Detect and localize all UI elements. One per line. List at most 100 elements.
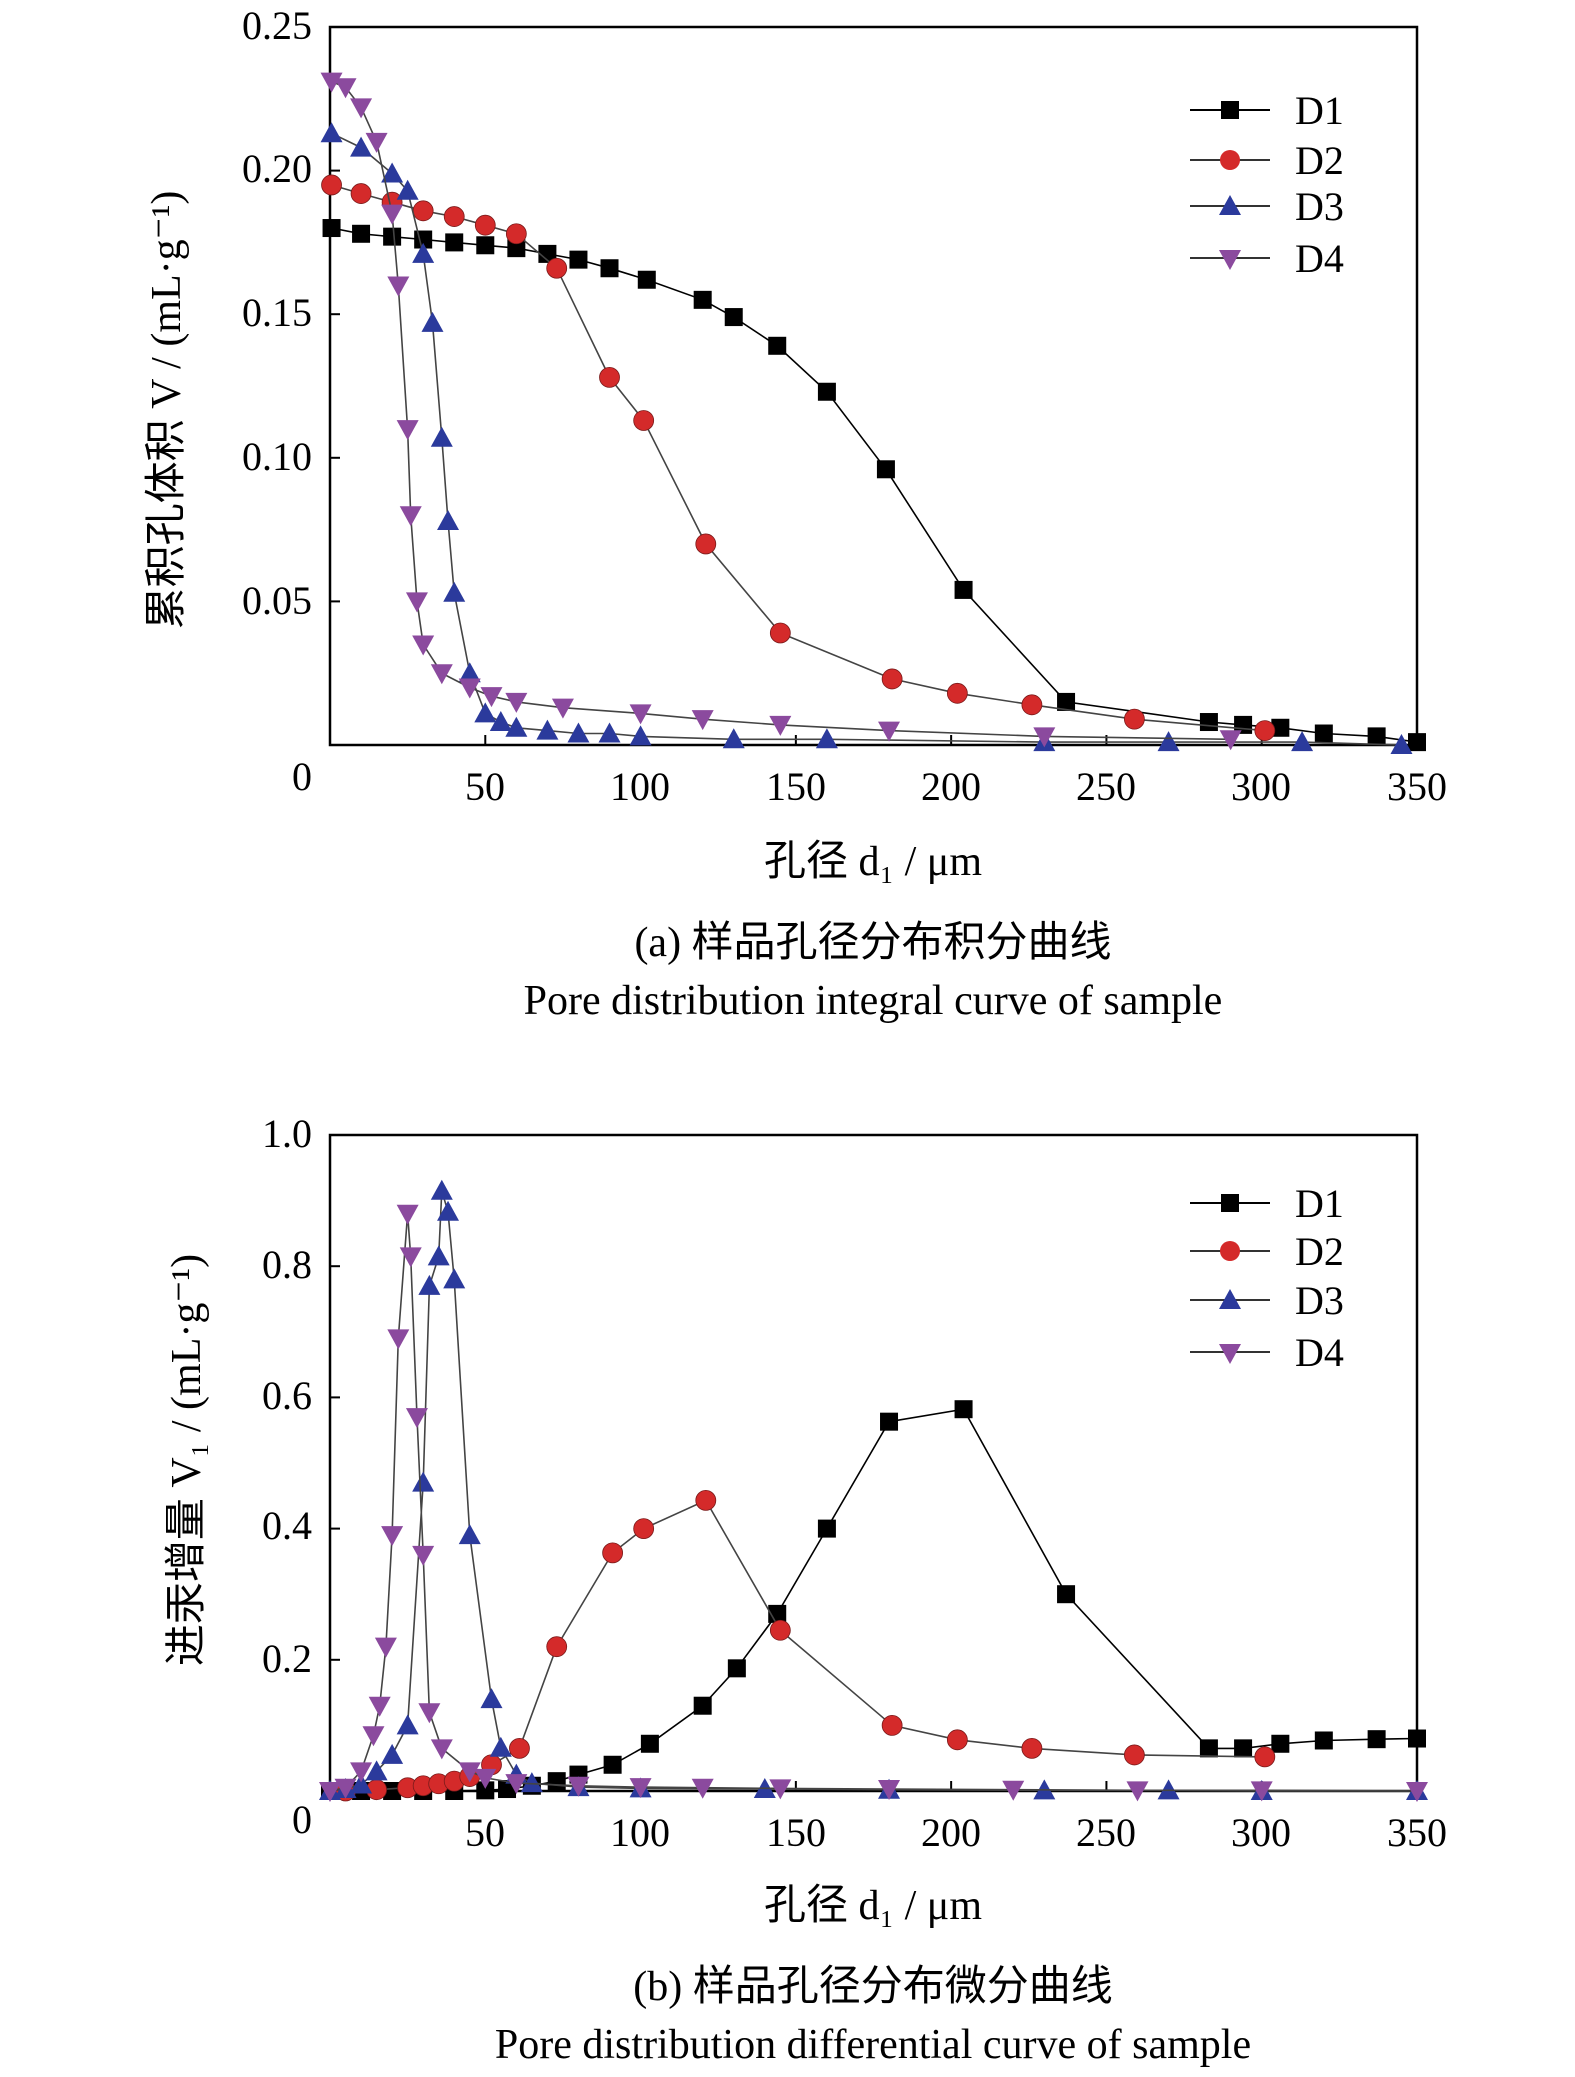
panel-a-y-tick-label: 0.05 (242, 578, 312, 623)
panel-b-point-d3 (480, 1688, 503, 1709)
panel-a-legend: D1 D2 D3 D4 (1190, 88, 1344, 281)
panel-b-point-d1 (1367, 1730, 1386, 1749)
panel-b-point-d4 (368, 1696, 391, 1717)
panel-a-point-d1 (637, 270, 656, 289)
panel-a-point-d4 (769, 715, 792, 736)
panel-b-series-line-d4 (329, 1213, 1418, 1792)
panel-b-point-d4 (1126, 1781, 1149, 1802)
panel-b-point-d4 (1002, 1780, 1025, 1801)
panel-a-point-d3 (629, 725, 652, 746)
panel-a-point-d2 (1021, 694, 1043, 716)
panel-a-point-d1 (600, 259, 619, 278)
panel-b-point-d3 (430, 1179, 453, 1200)
panel-a-caption-en: Pore distribution integral curve of samp… (524, 978, 1223, 1024)
panel-a-point-d3 (443, 581, 466, 602)
panel-b-point-d3 (412, 1471, 435, 1492)
panel-a-x-tick-label: 100 (610, 764, 670, 809)
panel-a-point-d4 (365, 132, 388, 153)
panel-a-chart: 0.05 0.10 0.15 0.20 0.25 0 50 100 150 20… (144, 3, 1447, 1024)
panel-b-point-d1 (817, 1519, 836, 1538)
panel-a-point-d1 (954, 580, 973, 599)
panel-a-point-d4 (878, 721, 901, 742)
panel-b-point-d4 (399, 1247, 422, 1268)
panel-a-point-d2 (1123, 708, 1145, 730)
panel-b-x-tick-label: 300 (1231, 1810, 1291, 1855)
panel-a-x-axis-label: 孔径 d₁ / μm (764, 839, 982, 885)
panel-b-point-d4 (430, 1739, 453, 1760)
panel-a-point-d2 (321, 174, 342, 196)
panel-b-point-d4 (1406, 1782, 1428, 1802)
panel-a-point-d2 (881, 668, 903, 690)
panel-a-y-tick-label: 0.25 (242, 3, 312, 48)
panel-a-y-tick-label: 0.15 (242, 290, 312, 335)
panel-a-point-d1 (724, 308, 743, 327)
panel-a-point-d4 (396, 420, 419, 441)
panel-a-point-d4 (381, 204, 404, 225)
panel-b-zero-label: 0 (292, 1797, 312, 1842)
panel-b-point-d3 (443, 1268, 466, 1289)
panel-b-point-d1 (603, 1755, 622, 1774)
panel-a-point-d3 (505, 716, 528, 737)
panel-a-series-line-d1 (331, 227, 1418, 743)
panel-b-point-d4 (505, 1774, 528, 1795)
panel-a-zero-label: 0 (292, 754, 312, 799)
panel-b-point-d4 (381, 1526, 404, 1547)
panel-a-point-d3 (598, 722, 621, 743)
panel-b-point-d4 (474, 1768, 497, 1789)
panel-a-point-d3 (1291, 731, 1314, 752)
panel-b-point-d4 (334, 1778, 357, 1799)
panel-b-point-d4 (1250, 1781, 1273, 1802)
panel-a-point-d4 (320, 72, 343, 93)
panel-a-point-d2 (599, 366, 620, 388)
panel-a-x-tick-label: 350 (1387, 764, 1447, 809)
panel-b-point-d4 (374, 1637, 397, 1658)
panel-a-series-group (320, 72, 1426, 754)
panel-a-legend-label-d1: D1 (1295, 88, 1344, 133)
panel-a-point-d1 (352, 224, 371, 243)
panel-a-point-d4 (430, 664, 453, 685)
panel-a-point-d3 (1390, 734, 1413, 754)
panel-b-point-d4 (319, 1782, 341, 1802)
panel-a-point-d2 (474, 214, 496, 236)
panel-a-point-d1 (1057, 692, 1076, 711)
panel-b-point-d3 (1157, 1779, 1180, 1800)
panel-b-point-d4 (458, 1762, 481, 1783)
panel-a-point-d3 (815, 728, 838, 749)
panel-b-y-tick-label: 0.6 (262, 1373, 312, 1418)
panel-b-point-d1 (476, 1781, 495, 1800)
panel-a-x-tick-label: 200 (921, 764, 981, 809)
panel-a-point-d1 (1199, 713, 1218, 732)
panel-b-point-d3 (489, 1736, 512, 1757)
panel-a-point-d1 (569, 250, 588, 269)
panel-a-axis-ticks (330, 26, 1418, 745)
panel-b-legend-label-d1: D1 (1295, 1181, 1344, 1226)
panel-b-point-d3 (381, 1743, 404, 1764)
panel-b-point-d2 (1254, 1746, 1276, 1768)
panel-a-legend-item-d3: D3 (1190, 184, 1344, 229)
panel-a-point-d1 (476, 236, 495, 255)
panel-b-point-d3 (520, 1772, 543, 1793)
panel-b-legend-marker-d2 (1220, 1241, 1240, 1261)
panel-b-point-d4 (629, 1778, 652, 1799)
panel-b-point-d1 (727, 1659, 746, 1678)
panel-a-legend-item-d1: D1 (1190, 88, 1344, 133)
panel-b-legend-item-d3: D3 (1190, 1278, 1344, 1323)
panel-a-point-d2 (769, 622, 791, 644)
panel-b-point-d2 (946, 1729, 968, 1751)
panel-a-legend-item-d2: D2 (1190, 138, 1344, 183)
panel-a-point-d4 (1033, 727, 1056, 748)
panel-a-point-d3 (320, 122, 343, 143)
panel-a-x-tick-label: 150 (766, 764, 826, 809)
panel-a-legend-label-d4: D4 (1295, 236, 1344, 281)
panel-b-point-d1 (1057, 1585, 1076, 1604)
panel-b-y-tick-label: 0.4 (262, 1503, 312, 1548)
panel-b-point-d4 (418, 1703, 441, 1724)
panel-a-point-d3 (458, 662, 481, 683)
panel-b-point-d2 (602, 1542, 624, 1564)
panel-a-legend-label-d3: D3 (1295, 184, 1344, 229)
panel-b-point-d4 (405, 1408, 428, 1429)
panel-a-legend-label-d2: D2 (1295, 138, 1344, 183)
panel-a-point-d4 (458, 678, 481, 699)
panel-a-point-d2 (946, 682, 968, 704)
panel-b-legend-label-d4: D4 (1295, 1330, 1344, 1375)
